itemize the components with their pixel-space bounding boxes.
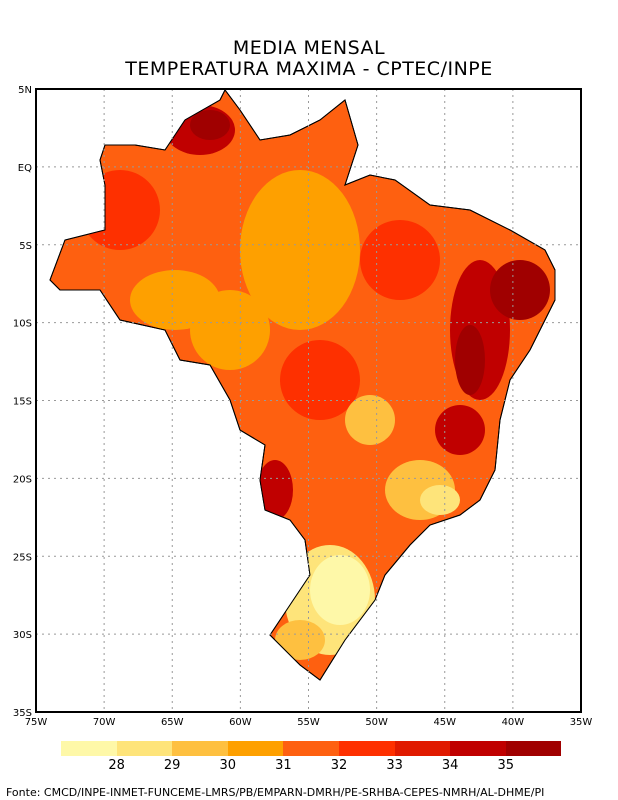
lat-label: 5S [19, 241, 32, 252]
colorbar-swatch [283, 741, 339, 756]
temperature-field [49, 89, 556, 681]
colorbar-swatch [394, 741, 451, 756]
grid-lines [36, 89, 581, 712]
temperature-contour [190, 110, 230, 140]
temperature-contour [420, 485, 460, 515]
lat-label: 20S [13, 474, 32, 485]
temperature-contour [345, 395, 395, 445]
colorbar-label: 34 [441, 758, 459, 773]
colorbar-label: 32 [330, 758, 348, 773]
colorbar-swatch [172, 741, 228, 756]
temperature-contour [435, 405, 485, 455]
map-frame [35, 88, 582, 713]
source-footer: Fonte: CMCD/INPE-INMET-FUNCEME-LMRS/PB/E… [6, 786, 545, 799]
temperature-contour [455, 325, 485, 395]
lat-label: 5N [18, 85, 32, 96]
colorbar-swatch [61, 741, 117, 756]
lon-label: 65W [161, 717, 184, 728]
lon-label: 40W [502, 717, 525, 728]
lon-label: 75W [25, 717, 48, 728]
temperature-contour [490, 260, 550, 320]
lon-label: 45W [433, 717, 456, 728]
temperature-contour [80, 170, 160, 250]
colorbar-swatch [450, 741, 506, 756]
temperature-contour [310, 555, 370, 625]
lat-label: 30S [13, 630, 32, 641]
colorbar-swatch [338, 741, 395, 756]
lon-label: 35W [570, 717, 593, 728]
lat-label: 25S [13, 552, 32, 563]
brazil-border [49, 89, 556, 681]
temperature-contour [275, 620, 325, 660]
temperature-contour [130, 270, 220, 330]
temperature-map: 5N 75W EQ 70W 5S 65W 10S 60W 15S 55W 20S 50W 25S 45W 3… [13, 85, 592, 728]
colorbar-swatch [227, 741, 284, 756]
lat-label: 10S [13, 319, 32, 330]
lat-label: EQ [18, 163, 32, 174]
colorbar-swatch [116, 741, 173, 756]
colorbar-label: 31 [275, 758, 292, 773]
lat-label: 35S [13, 708, 32, 719]
colorbar-label: 28 [108, 758, 125, 773]
colorbar-label: 29 [163, 758, 181, 773]
colorbar [61, 741, 562, 756]
colorbar-label: 35 [497, 758, 515, 773]
lon-label: 70W [93, 717, 116, 728]
temperature-contour [280, 340, 360, 420]
lon-label: 55W [297, 717, 320, 728]
lon-label: 50W [365, 717, 388, 728]
temperature-contour [240, 170, 360, 330]
axis-labels: 5N 75W EQ 70W 5S 65W 10S 60W 15S 55W 20S 50W 25S 45W 3… [13, 85, 592, 728]
temperature-contour [257, 460, 293, 520]
colorbar-label: 30 [219, 758, 237, 773]
colorbar-swatch [505, 741, 562, 756]
lon-label: 60W [229, 717, 252, 728]
lat-label: 15S [13, 397, 32, 408]
temperature-contour [360, 220, 440, 300]
map-title: MEDIA MENSAL [232, 37, 386, 59]
map-subtitle: TEMPERATURA MAXIMA - CPTEC/INPE [125, 58, 493, 80]
colorbar-label: 33 [386, 758, 403, 773]
